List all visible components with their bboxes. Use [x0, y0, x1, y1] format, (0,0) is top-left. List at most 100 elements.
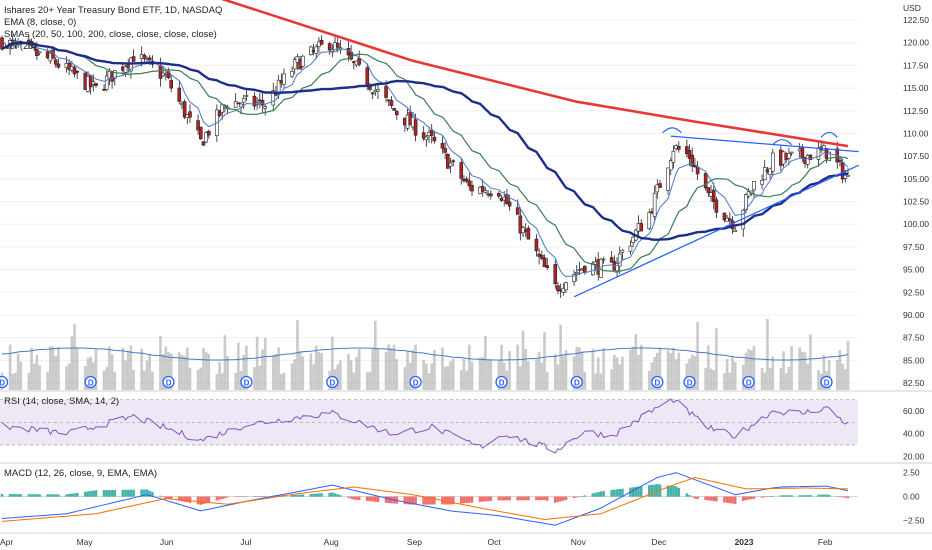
candle[interactable] [556, 285, 560, 291]
candle[interactable] [582, 265, 587, 274]
candle[interactable] [480, 186, 485, 192]
candle[interactable] [370, 92, 375, 95]
candle[interactable] [733, 229, 738, 232]
rsi-legend[interactable]: RSI (14, close, SMA, 14, 2) [4, 396, 119, 407]
candle[interactable] [37, 51, 42, 54]
candle[interactable] [244, 95, 249, 97]
candle[interactable] [609, 257, 614, 263]
candle[interactable] [260, 100, 265, 106]
candle[interactable] [526, 227, 531, 240]
candle[interactable] [113, 70, 117, 79]
candle[interactable] [440, 143, 445, 149]
candle[interactable] [488, 193, 493, 197]
candle[interactable] [123, 66, 128, 73]
candle[interactable] [201, 141, 206, 146]
candle[interactable] [75, 70, 79, 73]
candle[interactable] [290, 71, 294, 77]
candle[interactable] [196, 120, 200, 131]
candle[interactable] [846, 174, 850, 177]
candle[interactable] [808, 154, 813, 161]
candle[interactable] [722, 212, 727, 221]
candle[interactable] [483, 190, 488, 193]
candle[interactable] [198, 126, 203, 140]
candle[interactable] [147, 57, 152, 61]
candle[interactable] [800, 146, 805, 159]
candle[interactable] [658, 183, 662, 188]
candle[interactable] [666, 167, 670, 191]
candle[interactable] [239, 103, 243, 108]
candle[interactable] [467, 180, 472, 187]
candle[interactable] [652, 192, 657, 217]
candle[interactable] [207, 131, 211, 136]
candle[interactable] [0, 37, 4, 50]
candle[interactable] [706, 187, 711, 194]
candle[interactable] [300, 55, 305, 67]
candle[interactable] [553, 264, 558, 285]
candle[interactable] [714, 199, 719, 213]
candle[interactable] [271, 90, 276, 106]
candle[interactable] [94, 83, 98, 86]
candle[interactable] [357, 58, 362, 65]
candle[interactable] [53, 59, 58, 65]
candle[interactable] [668, 160, 673, 171]
candle[interactable] [327, 43, 332, 51]
dividend-marker[interactable] [0, 375, 9, 389]
volume-legend[interactable]: Vol (20) [4, 41, 37, 52]
dividend-marker[interactable] [683, 375, 696, 389]
candle[interactable] [158, 65, 163, 79]
candle[interactable] [620, 249, 625, 253]
candle[interactable] [292, 59, 297, 70]
candle[interactable] [540, 254, 544, 259]
candle[interactable] [572, 274, 576, 282]
candle[interactable] [459, 162, 464, 179]
dividend-marker[interactable] [495, 375, 508, 389]
candle[interactable] [770, 152, 775, 172]
macd-legend[interactable]: MACD (12, 26, close, 9, EMA, EMA) [4, 468, 157, 479]
candle[interactable] [72, 67, 77, 75]
candle[interactable] [263, 106, 268, 109]
candle[interactable] [470, 184, 474, 192]
candle[interactable] [816, 148, 821, 160]
candle[interactable] [446, 154, 450, 169]
candle[interactable] [142, 54, 147, 59]
candle[interactable] [687, 150, 692, 159]
candle[interactable] [394, 111, 399, 116]
candle[interactable] [728, 218, 732, 221]
candle[interactable] [282, 73, 286, 85]
candle[interactable] [561, 288, 566, 293]
candle[interactable] [760, 180, 764, 185]
resistance-trendline[interactable] [670, 135, 859, 153]
candle[interactable] [392, 108, 396, 111]
candle[interactable] [671, 150, 676, 163]
candle[interactable] [695, 166, 700, 175]
candle[interactable] [204, 132, 208, 143]
candle[interactable] [497, 193, 501, 197]
candle[interactable] [690, 154, 695, 167]
dividend-marker[interactable] [162, 375, 175, 389]
candle[interactable] [711, 189, 716, 202]
candle[interactable] [365, 67, 370, 86]
candle[interactable] [647, 212, 652, 230]
candle[interactable] [169, 79, 173, 89]
candle[interactable] [534, 238, 539, 252]
candle[interactable] [564, 282, 568, 291]
candle[interactable] [843, 174, 848, 179]
candle[interactable] [104, 75, 109, 90]
candle[interactable] [188, 111, 192, 118]
candle[interactable] [413, 119, 418, 136]
dividend-marker[interactable] [84, 375, 97, 389]
candle[interactable] [432, 136, 437, 142]
candle[interactable] [424, 136, 429, 141]
candle[interactable] [574, 272, 579, 274]
candle[interactable] [752, 181, 756, 191]
candle[interactable] [827, 151, 832, 161]
candle[interactable] [515, 207, 520, 215]
dividend-marker[interactable] [651, 375, 664, 389]
dividend-marker[interactable] [570, 375, 583, 389]
sma-legend[interactable]: SMAs (20, 50, 100, 200, close, close, cl… [4, 29, 217, 40]
candle[interactable] [615, 263, 619, 272]
candle[interactable] [464, 178, 469, 182]
candle[interactable] [448, 162, 453, 167]
candle[interactable] [335, 42, 340, 48]
